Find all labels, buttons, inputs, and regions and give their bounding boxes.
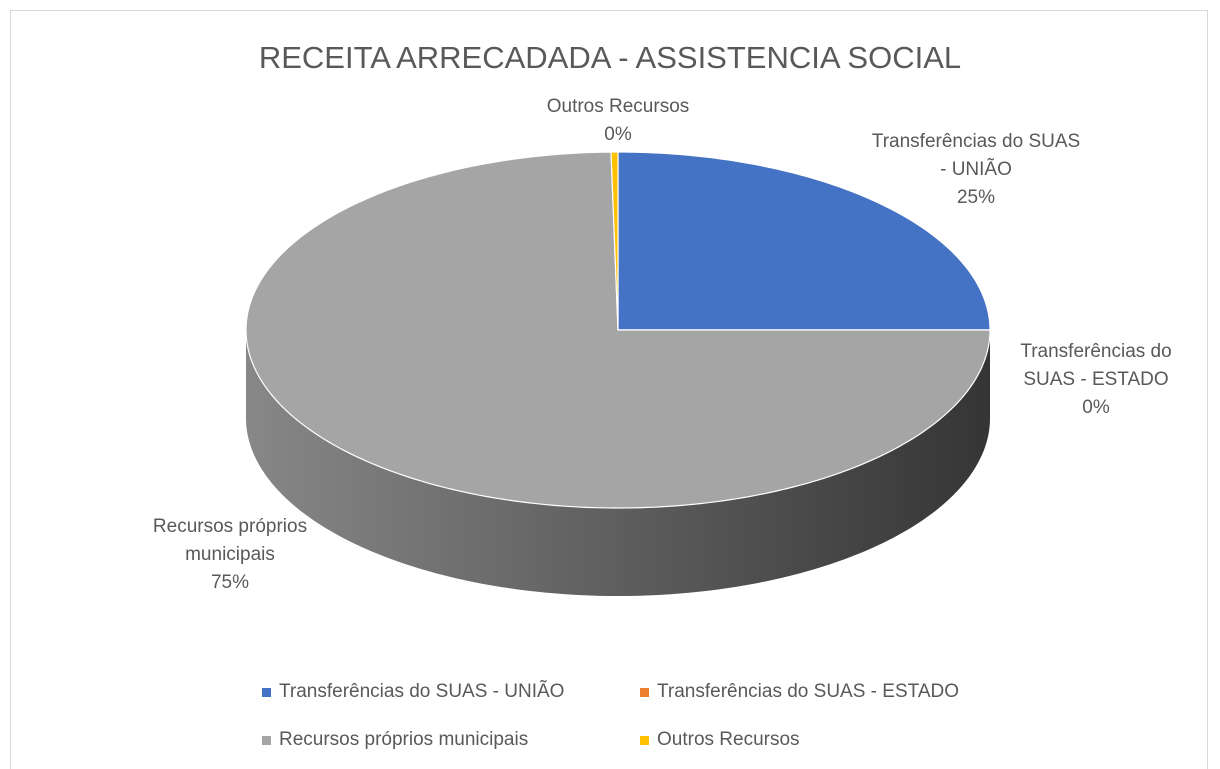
legend-swatch [640,735,649,745]
data-label-name: Transferências do SUAS - UNIÃO [871,131,1081,180]
data-label-name: Outros Recursos [546,96,690,117]
legend-label: Transferências do SUAS - ESTADO [657,681,959,702]
legend-swatch [262,735,271,745]
legend-swatch [262,687,271,697]
legend-item: Recursos próprios municipais [262,729,528,751]
side-shading [246,330,990,596]
legend-swatch [640,687,649,697]
data-label-value: 75% [210,572,250,593]
data-label: Transferências do SUAS - ESTADO 0% [996,338,1196,422]
legend-item: Transferências do SUAS - UNIÃO [262,681,564,703]
slice [610,151,619,331]
chart-title: RECEITA ARRECADADA - ASSISTENCIA SOCIAL [258,40,962,75]
data-label-name: Recursos próprios municipais [152,516,308,565]
chart-frame [10,10,1208,769]
slice [617,151,991,331]
legend-label: Recursos próprios municipais [279,729,529,750]
data-label-value: 0% [604,124,632,145]
data-label-name: Transferências do SUAS - ESTADO [1020,341,1172,390]
legend-item: Transferências do SUAS - ESTADO [640,681,959,703]
data-label: Outros Recursos 0% [518,93,718,149]
data-label: Recursos próprios municipais 75% [110,513,350,597]
legend-label: Outros Recursos [657,729,800,750]
data-label: Transferências do SUAS - UNIÃO 25% [871,128,1081,212]
slice [245,151,991,509]
legend-label: Transferências do SUAS - UNIÃO [279,681,565,702]
data-label-value: 25% [956,187,996,208]
data-label-value: 0% [1082,397,1110,418]
legend-item: Outros Recursos [640,729,800,751]
